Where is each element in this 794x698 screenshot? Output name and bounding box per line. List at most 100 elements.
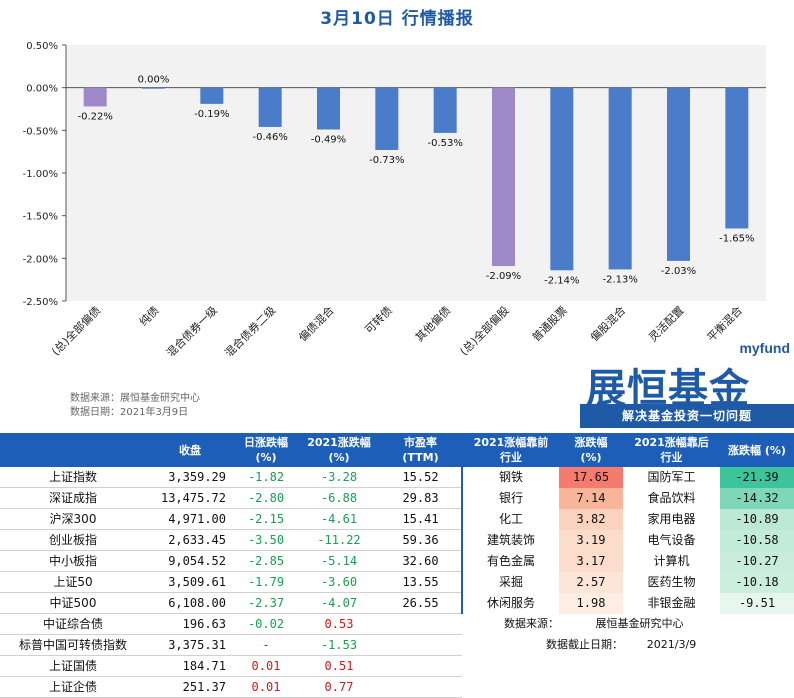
source-value: 展恒基金研究中心 xyxy=(595,617,684,630)
market-table: 收盘 日涨跌幅 (%) 2021涨跌幅 (%) 市盈率 (TTM) 2021涨幅… xyxy=(0,433,794,698)
ytd-change: -11.22 xyxy=(298,529,380,551)
x-tick-label: 偏债混合 xyxy=(296,303,337,344)
bar xyxy=(200,87,224,104)
y-tick-label: -2.50% xyxy=(23,297,58,308)
table-row: 中证综合债 196.63 -0.02 0.53 数据来源： 展恒基金研究中心 xyxy=(0,613,794,635)
bottom-industry-change: -9.51 xyxy=(720,592,794,614)
data-label: -0.22% xyxy=(77,111,112,122)
blank-cell xyxy=(720,614,794,635)
index-name: 标普中国可转债指数 xyxy=(0,634,146,656)
bar xyxy=(258,87,282,127)
y-axis: 0.50% 0.00% -0.50% -1.00% -1.50% -2.00% -2.50% xyxy=(23,41,766,308)
top-industry-change: 7.14 xyxy=(559,487,623,509)
data-label: -0.49% xyxy=(311,134,346,145)
table-row: 上证企债 251.37 0.01 0.77 xyxy=(0,676,794,698)
close-value: 3,359.29 xyxy=(146,467,234,488)
myfund-logo: myfund 展恒基金 解决基金投资一切问题 xyxy=(580,340,794,430)
x-tick-label: 纯债 xyxy=(136,303,161,328)
bar xyxy=(550,87,574,271)
ytd-change: -6.88 xyxy=(298,487,380,509)
daily-change: -2.85 xyxy=(234,550,298,572)
pe-ratio: 15.41 xyxy=(380,508,462,530)
close-value: 251.37 xyxy=(146,676,234,698)
source-line: 数据来源：展恒基金研究中心 xyxy=(70,393,200,404)
date-line: 数据日期：2021年3月9日 xyxy=(70,407,189,418)
data-label: -2.13% xyxy=(602,274,637,285)
header-top-industry: 2021涨幅靠前 行业 xyxy=(461,433,559,467)
daily-change: -1.82 xyxy=(234,467,298,488)
bottom-industry-change: -10.58 xyxy=(720,529,794,551)
x-tick-label: 平衡混合 xyxy=(704,303,745,344)
top-industry: 建筑装饰 xyxy=(461,529,559,551)
table-row: 沪深300 4,971.00 -2.15 -4.61 15.41 化工 3.82 家用电器 -1… xyxy=(0,508,794,530)
data-label: 0.00% xyxy=(138,75,170,86)
x-tick-label: 其他偏债 xyxy=(412,303,453,344)
top-industry-change: 3.17 xyxy=(559,550,623,572)
close-value: 6,108.00 xyxy=(146,592,234,614)
index-name: 沪深300 xyxy=(0,508,146,530)
daily-change: 0.01 xyxy=(234,655,298,677)
blank-cell xyxy=(720,656,794,677)
bottom-industry: 国防军工 xyxy=(647,470,696,485)
blank-cell xyxy=(559,656,623,677)
y-tick-label: -1.00% xyxy=(23,169,58,180)
blank-cell xyxy=(720,677,794,698)
daily-change: -2.15 xyxy=(234,508,298,530)
y-tick-label: -0.50% xyxy=(23,126,58,137)
table-row: 上证50 3,509.61 -1.79 -3.60 13.55 采掘 2.57 医药生物 -10… xyxy=(0,571,794,593)
x-tick-label: 偏股混合 xyxy=(587,303,628,344)
header-pe: 市盈率 (TTM) xyxy=(380,433,462,467)
table-row: 中证500 6,108.00 -2.37 -4.07 26.55 休闲服务 1.98 非银金融… xyxy=(0,592,794,614)
pe-ratio: 29.83 xyxy=(380,487,462,509)
close-value: 184.71 xyxy=(146,655,234,677)
close-value: 9,054.52 xyxy=(146,550,234,572)
bottom-industry-change: -21.39 xyxy=(720,467,794,488)
bottom-industry: 食品饮料 xyxy=(647,491,696,505)
close-value: 4,971.00 xyxy=(146,508,234,530)
bar xyxy=(433,87,457,133)
blank-cell xyxy=(462,677,559,698)
daily-change: - xyxy=(234,634,298,656)
table-row: 创业板指 2,633.45 -3.50 -11.22 59.36 建筑装饰 3.19 电气设备… xyxy=(0,529,794,551)
header-close: 收盘 xyxy=(146,433,234,467)
bottom-industry: 医药生物 xyxy=(647,575,696,589)
close-value: 3,375.31 xyxy=(146,634,234,656)
blank-cell xyxy=(462,656,559,677)
x-tick-label: (总)全部偏股 xyxy=(457,303,512,356)
x-tick-label: 普通股票 xyxy=(529,303,570,344)
data-label: -0.46% xyxy=(252,132,287,143)
index-name: 中证综合债 xyxy=(0,613,146,635)
blank-cell xyxy=(623,656,720,677)
table-row: 上证国债 184.71 0.01 0.51 xyxy=(0,655,794,677)
index-name: 创业板指 xyxy=(0,529,146,551)
bottom-industry-change: -10.18 xyxy=(720,571,794,593)
bar xyxy=(375,87,399,150)
top-industry-change: 2.57 xyxy=(559,571,623,593)
close-value: 13,475.72 xyxy=(146,487,234,509)
bar xyxy=(492,87,515,267)
top-industry-change: 17.65 xyxy=(559,467,623,488)
data-label: -0.19% xyxy=(194,109,229,120)
ytd-change: -3.28 xyxy=(298,467,380,488)
bar xyxy=(608,87,632,270)
x-tick-label: 混合债券一级 xyxy=(163,303,220,356)
page-title: 3月10日 行情播报 xyxy=(320,9,474,29)
bar xyxy=(142,87,165,89)
pe-ratio: 26.55 xyxy=(380,592,462,614)
data-label: -0.53% xyxy=(427,138,462,149)
bar xyxy=(667,87,690,261)
index-name: 中小板指 xyxy=(0,550,146,572)
table-row: 上证指数 3,359.29 -1.82 -3.28 15.52 钢铁 17.65 国防军工 -2… xyxy=(0,467,794,488)
bars: -0.22% 0.00% -0.19% -0.46% -0.49% -0.73% -0.53… xyxy=(77,75,754,287)
bottom-industry-change: -10.27 xyxy=(720,550,794,572)
close-value: 2,633.45 xyxy=(146,529,234,551)
bar xyxy=(725,87,749,229)
close-value: 3,509.61 xyxy=(146,571,234,593)
date-label: 数据截止日期： xyxy=(546,638,623,651)
bottom-industry: 非银金融 xyxy=(647,596,696,610)
x-tick-label: 混合债券二级 xyxy=(222,303,279,356)
bar xyxy=(317,87,340,130)
ytd-change: -1.53 xyxy=(298,634,380,656)
bottom-industry: 家用电器 xyxy=(647,512,696,526)
index-name: 上证50 xyxy=(0,571,146,593)
